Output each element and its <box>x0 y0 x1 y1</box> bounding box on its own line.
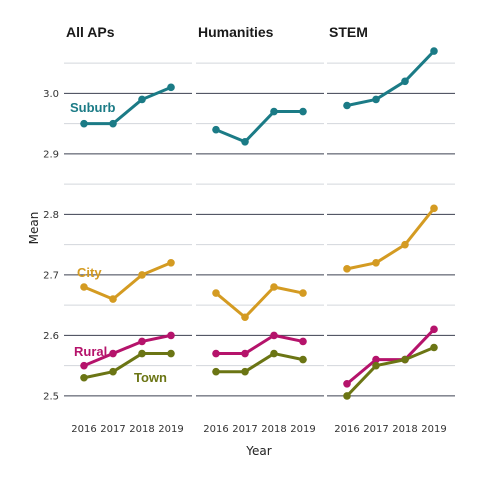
data-point-city <box>430 204 438 213</box>
data-point-rural <box>343 380 351 388</box>
data-point-city <box>80 283 88 291</box>
x-tick-label: 2019 <box>158 424 183 435</box>
data-point-suburb <box>343 101 351 110</box>
series-label-city: City <box>77 265 102 280</box>
data-point-town <box>212 367 220 376</box>
series-line-city <box>345 206 436 271</box>
x-tick-label: 2017 <box>100 424 125 435</box>
series-line-rural <box>82 333 173 368</box>
series-line-town <box>345 346 436 398</box>
data-point-rural <box>270 331 278 340</box>
data-point-town <box>167 349 175 358</box>
series-label-town: Town <box>134 370 167 385</box>
data-point-rural <box>241 349 249 358</box>
series-line-suburb <box>82 85 173 126</box>
data-point-suburb <box>80 119 88 128</box>
data-point-rural <box>212 349 220 358</box>
data-point-town <box>299 355 307 364</box>
series-line-rural <box>214 333 305 356</box>
series-line-city <box>214 285 305 319</box>
data-point-suburb <box>430 47 438 55</box>
x-tick-label: 2017 <box>363 424 388 435</box>
series-line-suburb <box>214 110 305 144</box>
y-tick-label: 2.5 <box>43 391 59 402</box>
data-point-rural <box>167 331 175 340</box>
series-label-rural: Rural <box>74 344 107 359</box>
data-point-rural <box>430 325 438 334</box>
y-tick-label: 2.6 <box>43 331 59 342</box>
x-tick-label: 2018 <box>129 424 154 435</box>
facet-title: All APs <box>66 24 115 40</box>
facet-title: STEM <box>329 24 368 40</box>
data-point-town <box>80 373 88 382</box>
data-point-rural <box>372 355 380 364</box>
series-line-city <box>82 261 173 301</box>
data-point-town <box>343 392 351 400</box>
data-point-city <box>212 289 220 297</box>
data-point-rural <box>138 337 146 346</box>
panel-humanities: Humanities 2016 2017 2018 2019 <box>196 24 324 435</box>
data-point-city <box>343 265 351 273</box>
data-point-city <box>372 259 380 267</box>
data-point-rural <box>80 361 88 370</box>
data-point-rural <box>299 337 307 346</box>
y-axis-ticks: 2.5 2.6 2.7 2.8 2.9 3.0 <box>43 89 59 402</box>
data-point-suburb <box>167 83 175 92</box>
data-point-town <box>241 367 249 376</box>
data-point-town <box>270 349 278 358</box>
data-point-rural <box>109 349 117 358</box>
chart-panels: All APs 2016 2017 2018 2019 Humanities 2016 201… <box>64 24 455 435</box>
x-tick-label: 2019 <box>421 424 446 435</box>
y-tick-label: 3.0 <box>43 89 59 100</box>
data-point-town <box>401 355 409 364</box>
data-point-suburb <box>299 107 307 116</box>
series-line-town <box>82 352 173 380</box>
x-tick-label: 2016 <box>334 424 359 435</box>
x-tick-label: 2018 <box>392 424 417 435</box>
data-point-town <box>430 343 438 352</box>
panel-stem: STEM 2016 2017 2018 2019 <box>327 24 455 435</box>
data-point-suburb <box>401 77 409 86</box>
x-tick-label: 2017 <box>232 424 257 435</box>
series-line-rural <box>345 327 436 386</box>
data-point-city <box>241 313 249 322</box>
facet-title: Humanities <box>198 24 274 40</box>
data-point-suburb <box>372 95 380 104</box>
data-point-town <box>138 349 146 358</box>
x-axis-title: Year <box>245 444 271 458</box>
data-point-town <box>372 361 380 370</box>
data-point-city <box>270 283 278 291</box>
x-tick-label: 2016 <box>71 424 96 435</box>
data-point-town <box>109 367 117 376</box>
x-tick-label: 2019 <box>290 424 315 435</box>
x-tick-label: 2018 <box>261 424 286 435</box>
series-line-suburb <box>345 49 436 107</box>
data-point-suburb <box>138 95 146 104</box>
data-point-suburb <box>109 119 117 128</box>
data-point-suburb <box>270 107 278 116</box>
data-point-city <box>299 289 307 297</box>
series-label-suburb: Suburb <box>70 100 116 115</box>
data-point-city <box>167 259 175 267</box>
data-point-city <box>138 271 146 279</box>
data-point-city <box>109 295 117 303</box>
y-tick-label: 2.7 <box>43 270 59 281</box>
panel-all-aps: All APs 2016 2017 2018 2019 <box>64 24 192 435</box>
y-axis-title: Mean <box>27 212 41 245</box>
data-point-suburb <box>212 125 220 134</box>
data-point-city <box>401 240 409 249</box>
data-point-suburb <box>241 138 249 146</box>
y-tick-label: 2.9 <box>43 149 59 160</box>
x-tick-label: 2016 <box>203 424 228 435</box>
y-tick-label: 2.8 <box>43 210 59 221</box>
series-line-town <box>214 352 305 374</box>
